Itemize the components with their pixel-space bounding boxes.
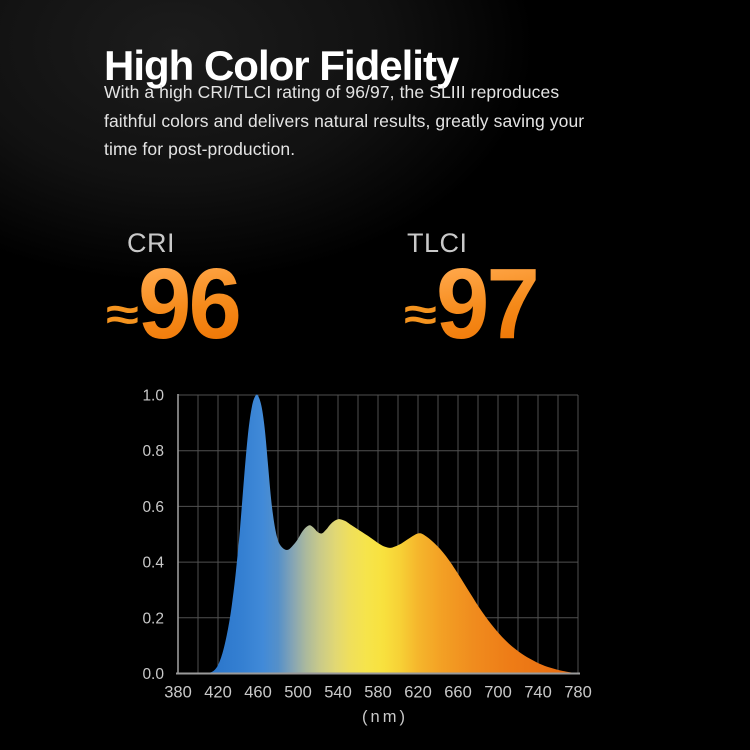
description-line: time for post-production. [104,139,296,160]
tlci-value: ≈ 97 [404,248,541,360]
tlci-number: 97 [436,248,540,360]
cri-metric: CRI ≈ 96 [106,228,243,360]
tlci-label: TLCI [407,228,468,258]
svg-text:460: 460 [244,684,272,702]
description-line: With a high CRI/TLCI rating of 96/97, th… [104,82,560,102]
svg-text:780: 780 [564,684,592,702]
svg-text:540: 540 [324,684,352,702]
svg-text:(nm): (nm) [362,708,408,726]
cri-number: 96 [138,248,242,360]
svg-text:0.0: 0.0 [142,666,164,683]
svg-text:0.6: 0.6 [142,499,164,516]
svg-text:1.0: 1.0 [142,388,164,405]
description-line: faithful colors and delivers natural res… [104,110,585,131]
svg-text:700: 700 [484,684,512,702]
svg-text:0.8: 0.8 [142,443,164,460]
description: With a high CRI/TLCI rating of 96/97, th… [104,78,584,164]
svg-text:380: 380 [164,684,192,702]
approx-icon: ≈ [404,288,437,340]
svg-text:580: 580 [364,684,392,702]
svg-text:660: 660 [444,684,472,702]
svg-text:0.4: 0.4 [142,555,164,572]
svg-text:420: 420 [204,684,232,702]
approx-icon: ≈ [106,288,139,340]
cri-value: ≈ 96 [106,248,243,360]
svg-text:740: 740 [524,684,552,702]
cri-label: CRI [127,228,175,258]
svg-text:0.2: 0.2 [142,610,164,627]
svg-text:620: 620 [404,684,432,702]
svg-text:500: 500 [284,684,312,702]
page-title: High Color Fidelity [104,42,459,90]
tlci-metric: TLCI ≈ 97 [404,228,541,360]
